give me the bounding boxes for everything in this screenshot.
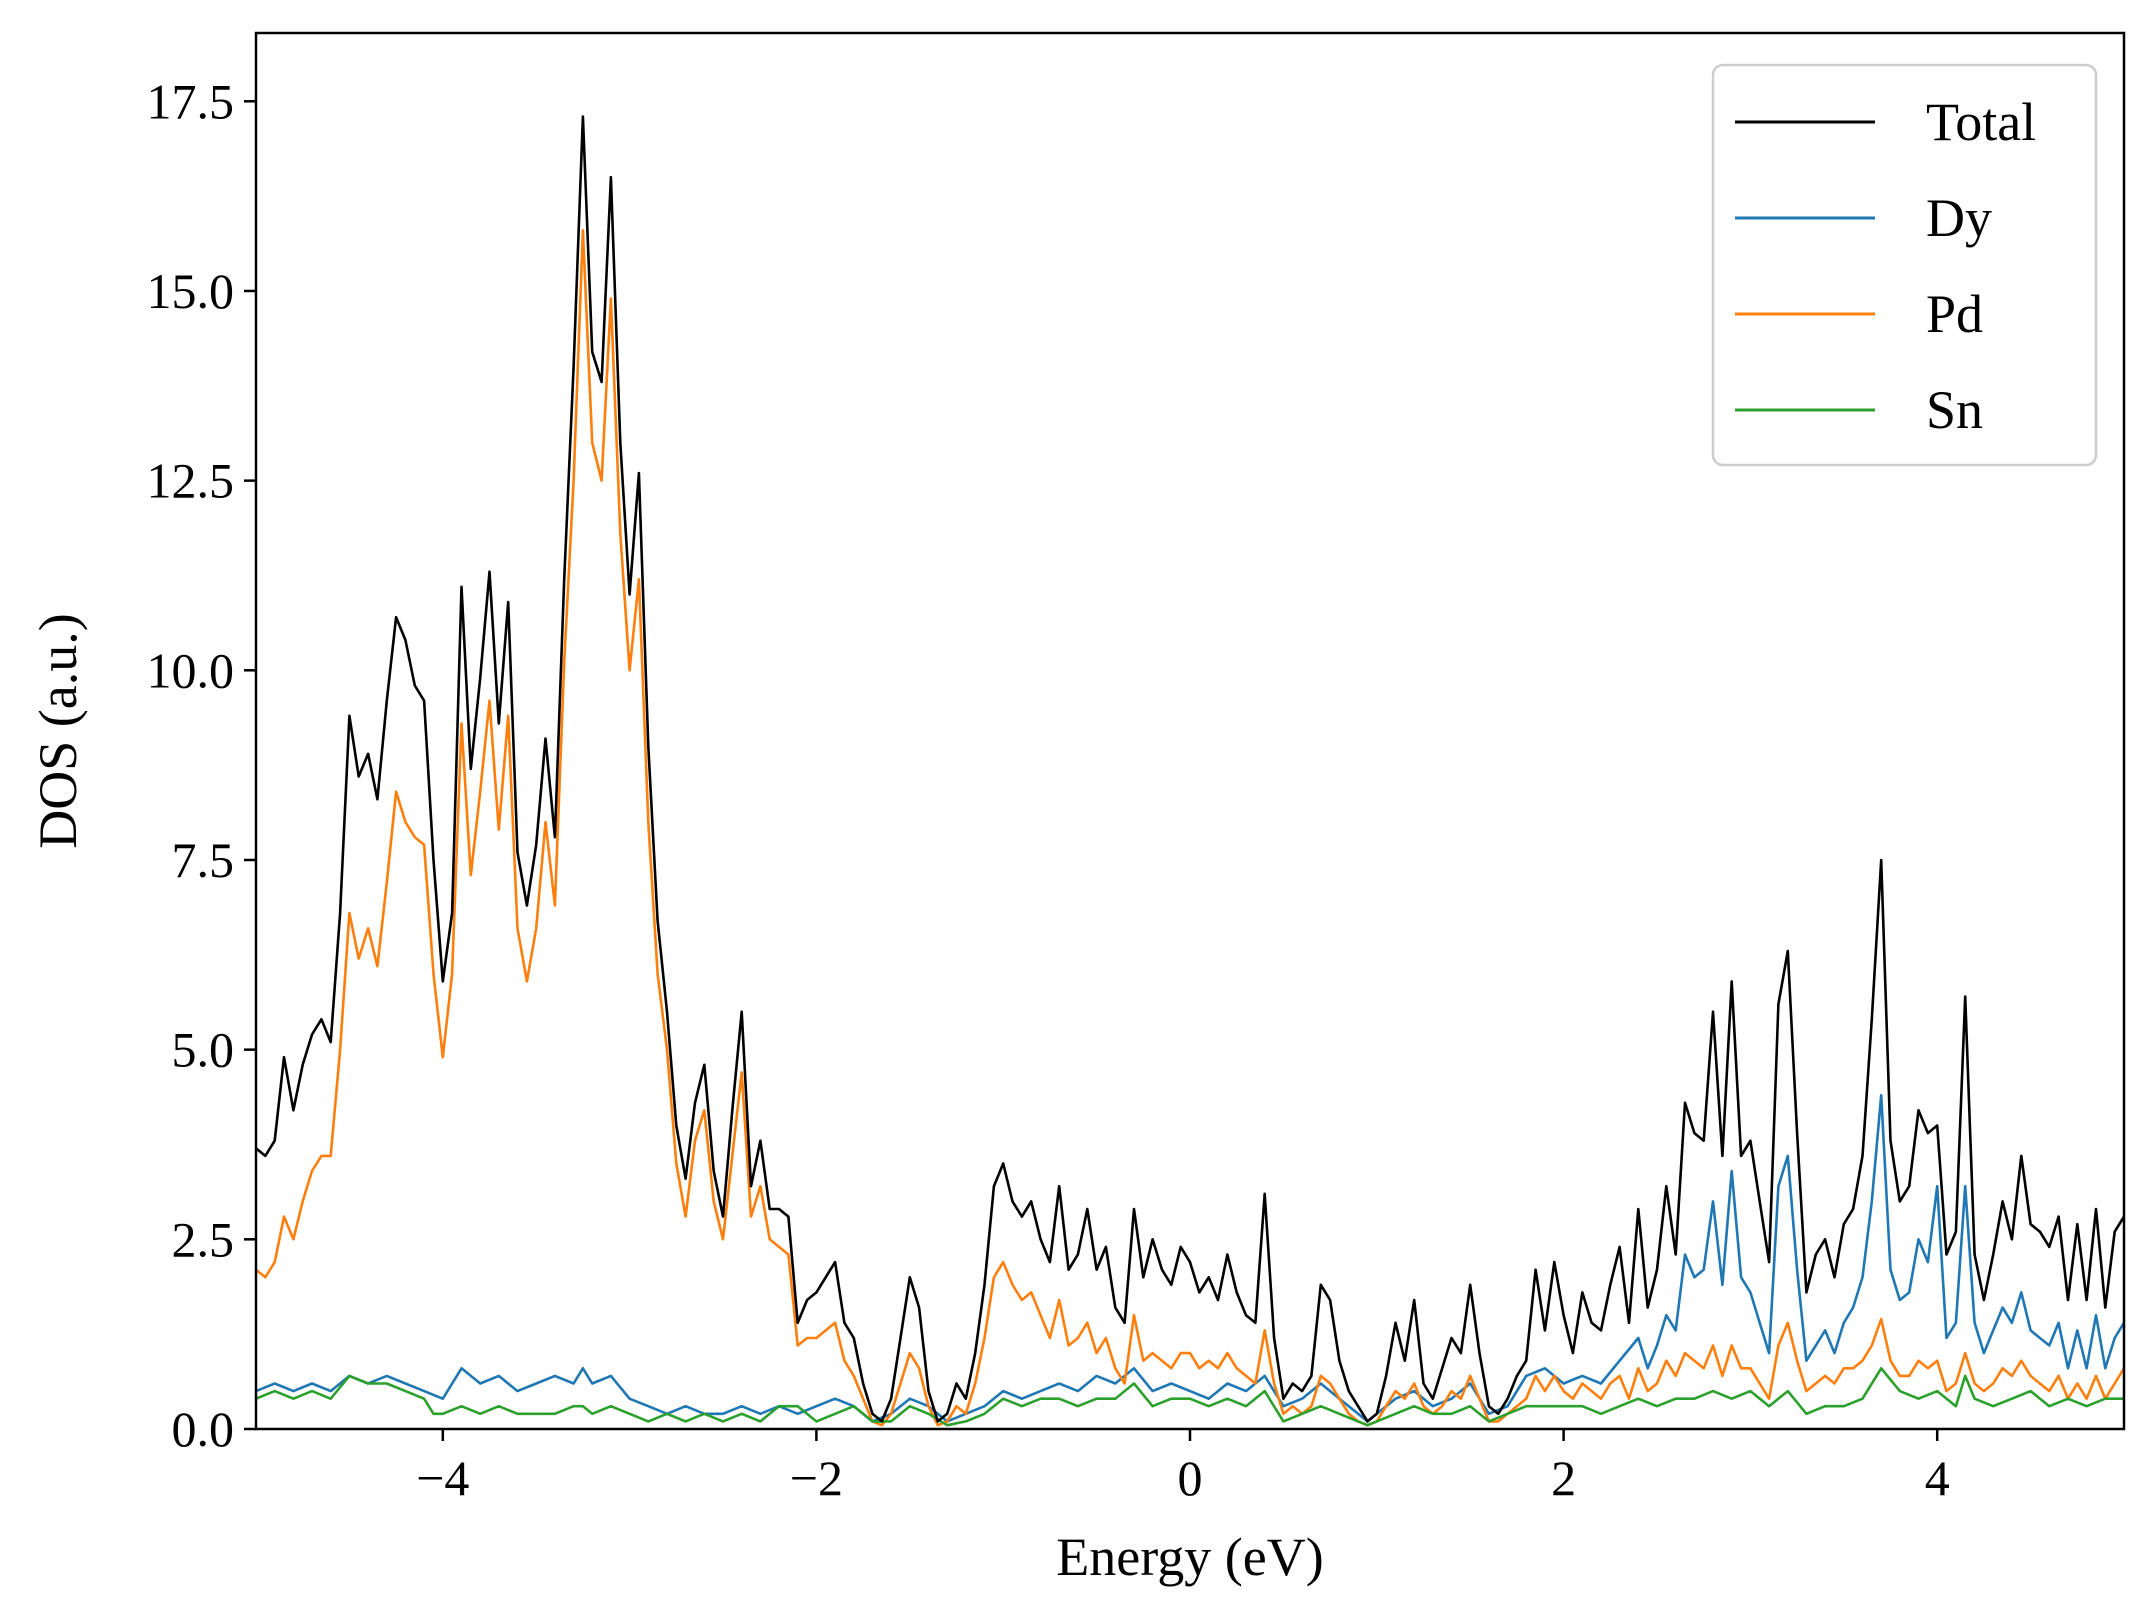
series-line-dy <box>256 1093 2124 1423</box>
legend-label-pd: Pd <box>1926 284 1983 344</box>
legend-box <box>1711 63 2098 467</box>
x-tick-label: 2 <box>1551 1450 1576 1506</box>
series-line-total <box>256 115 2124 1423</box>
series-layer <box>256 115 2124 1427</box>
y-tick-label: 15.0 <box>147 263 235 319</box>
series-line-pd <box>256 229 2124 1427</box>
x-axis-label: Energy (eV) <box>1056 1527 1323 1587</box>
x-tick-label: −2 <box>790 1450 843 1506</box>
y-axis: 0.0 2.5 5.0 7.5 10.0 12.5 15.0 17.5 <box>147 73 256 1457</box>
legend: Total Dy Pd Sn <box>1711 63 2098 467</box>
y-tick-label: 5.0 <box>172 1022 235 1078</box>
x-axis: −4 −2 0 2 4 <box>416 1429 1950 1506</box>
y-axis-label: DOS (a.u.) <box>28 613 88 848</box>
y-tick-label: 7.5 <box>172 832 235 888</box>
y-tick-label: 0.0 <box>172 1401 235 1457</box>
series-line-sn <box>256 1367 2124 1427</box>
x-tick-label: 0 <box>1178 1450 1203 1506</box>
legend-label-dy: Dy <box>1926 188 1992 248</box>
legend-label-sn: Sn <box>1926 380 1983 440</box>
legend-label-total: Total <box>1926 92 2036 152</box>
y-tick-label: 17.5 <box>147 73 235 129</box>
y-tick-label: 12.5 <box>147 453 235 509</box>
y-tick-label: 10.0 <box>147 642 235 698</box>
x-tick-label: 4 <box>1925 1450 1950 1506</box>
y-tick-label: 2.5 <box>172 1211 235 1267</box>
x-tick-label: −4 <box>416 1450 469 1506</box>
